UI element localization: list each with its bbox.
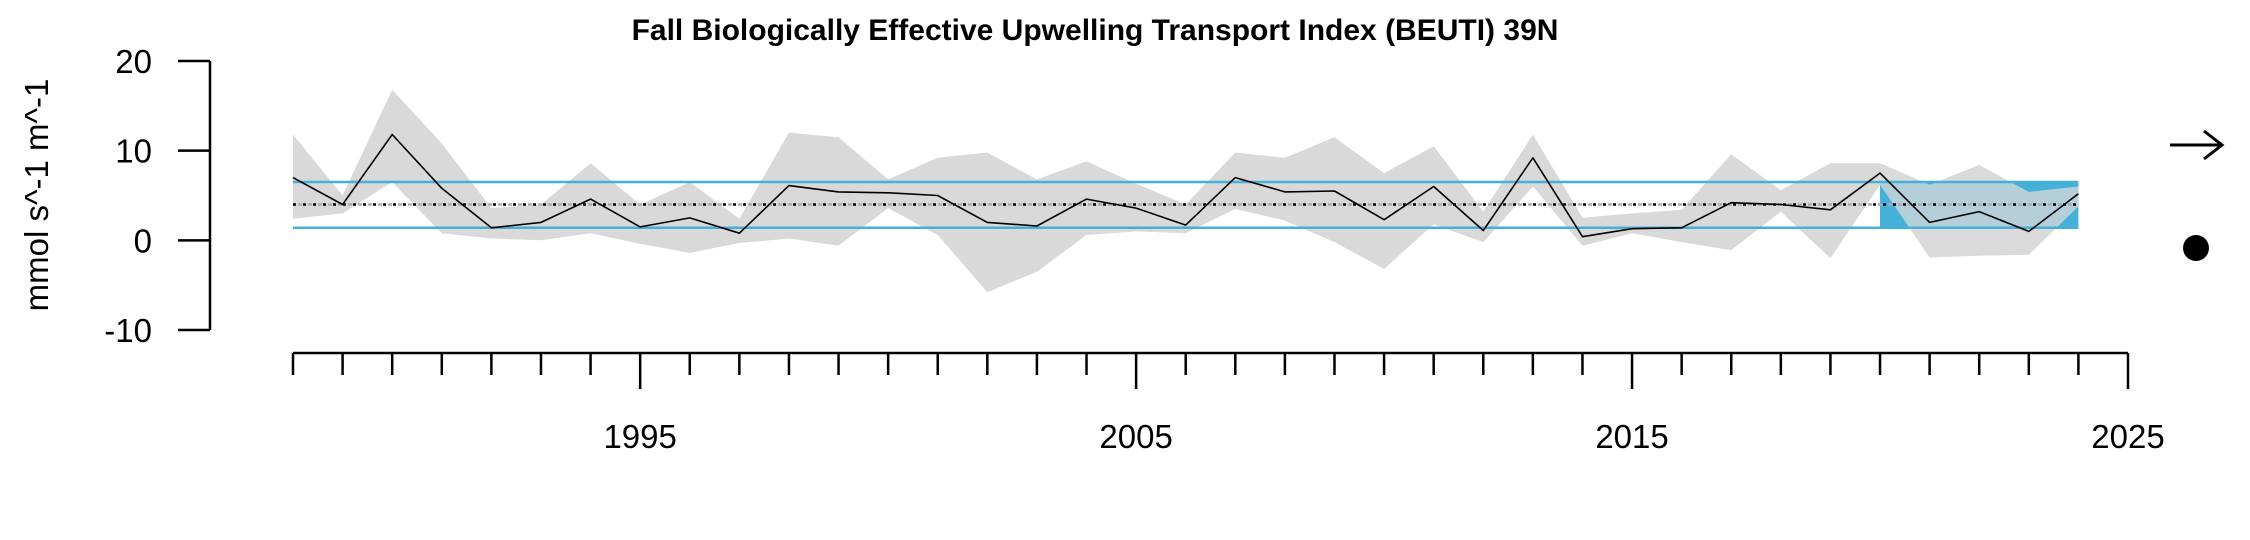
series-line <box>292 133 2079 238</box>
x-tick-label: 1995 <box>603 418 676 455</box>
y-tick-label: 10 <box>115 133 152 170</box>
x-axis: 1995 2005 2015 2025 <box>291 351 2165 455</box>
chart-title: Fall Biologically Effective Upwelling Tr… <box>632 14 1559 47</box>
x-tick-label: 2015 <box>1595 418 1668 455</box>
y-axis-label: mmol s^-1 m^-1 <box>18 79 55 312</box>
uncertainty-band <box>293 89 2079 293</box>
y-tick-label: 20 <box>115 43 152 80</box>
x-tick-label: 2005 <box>1099 418 1172 455</box>
recent-uncertainty-band <box>1880 163 2079 258</box>
y-tick-label: -10 <box>104 312 152 349</box>
y-axis: -10 0 10 20 <box>104 43 212 349</box>
status-indicators <box>2170 129 2225 261</box>
x-tick-label: 2025 <box>2091 418 2164 455</box>
mean-status-dot-icon <box>2183 235 2209 261</box>
trend-arrow-head-icon <box>2203 129 2225 161</box>
y-tick-label: 0 <box>134 222 152 259</box>
plot-area <box>292 89 2079 293</box>
